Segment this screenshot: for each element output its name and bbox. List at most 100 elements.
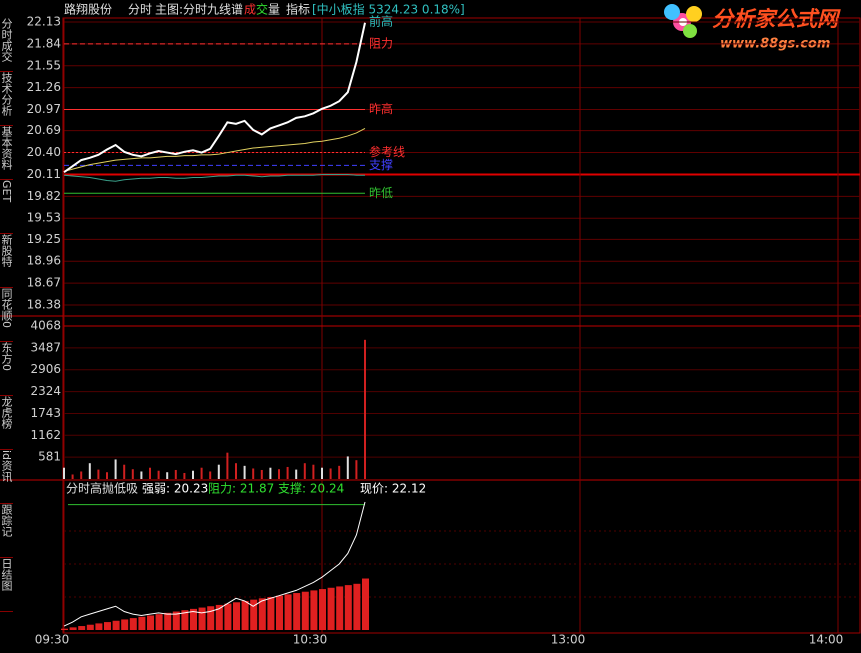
indicator-bar [250, 599, 258, 630]
volume-bar [321, 467, 323, 479]
indicator-bar [95, 623, 103, 630]
sidebar-tab[interactable]: 技术分析 [0, 72, 13, 126]
sidebar-tab[interactable]: GET [0, 180, 13, 234]
indicator-line [63, 501, 366, 627]
indicator-bar [181, 610, 189, 630]
volume-bar [123, 464, 126, 479]
indicator-bar [224, 603, 232, 630]
volume-bar [200, 467, 203, 479]
y-tick-label: 2906 [30, 362, 61, 376]
volume-bar [63, 467, 65, 479]
indicator-bar [353, 583, 361, 630]
volume-bar [312, 464, 315, 479]
indicator-bar [276, 595, 283, 630]
indicator-bar [104, 622, 111, 630]
readout: 支撑: 20.24 [278, 481, 344, 496]
volume-bar [346, 456, 349, 479]
readout: 强弱: 20.23 [142, 482, 208, 496]
indicator-bar [233, 602, 240, 630]
level-label: 前高 [369, 14, 393, 29]
indicator-bar [301, 591, 309, 630]
x-tick-label: 09:30 [35, 633, 70, 647]
sidebar-tab[interactable]: 新股特 [0, 234, 13, 288]
level-label: 支撑 [369, 157, 393, 172]
indicator-bar [190, 608, 197, 630]
volume-bar [329, 468, 332, 479]
volume-char: 量 [268, 3, 280, 17]
volume-bar [88, 463, 91, 479]
indicator-bar [138, 616, 146, 630]
y-tick-label: 20.97 [27, 102, 61, 116]
volume-bar [106, 472, 108, 479]
indicator-bar [284, 594, 292, 630]
indicator-bar [198, 607, 206, 630]
volume-bar [166, 472, 169, 479]
level-label: 参考线 [369, 144, 405, 159]
volume-bar [252, 468, 255, 479]
volume-bar [235, 463, 237, 479]
y-tick-label: 18.67 [27, 276, 61, 290]
stock-name: 路翔股份 [64, 2, 112, 17]
volume-bar [364, 339, 366, 479]
indicator-bar [207, 606, 215, 630]
sidebar-tab[interactable]: 日结图 [0, 558, 13, 612]
volume-bar [278, 469, 280, 479]
volume-char: 成 [244, 3, 256, 17]
volume-bar [260, 469, 263, 479]
volume-bar [355, 460, 358, 479]
sidebar-tab[interactable]: 跟踪记 [0, 504, 13, 558]
y-tick-label: 21.84 [27, 36, 61, 50]
y-tick-label: 18.38 [27, 298, 61, 312]
indicator-bar [112, 620, 120, 630]
x-tick-label: 10:30 [293, 633, 328, 647]
level-label: 阻力 [369, 36, 393, 50]
x-tick-label: 14:00 [809, 633, 844, 647]
sidebar-tab[interactable]: 分时成交 [0, 18, 13, 72]
indicator-bar [267, 597, 275, 630]
volume-bar [131, 469, 134, 479]
volume-bar [192, 470, 194, 479]
indicator-bar [336, 586, 344, 630]
y-tick-label: 1743 [30, 406, 61, 420]
sidebar-tab[interactable]: 东方0 [0, 342, 13, 396]
volume-bar [149, 467, 151, 479]
y-tick-label: 1162 [30, 428, 61, 442]
x-tick-label: 13:00 [551, 633, 586, 647]
indicator-bar [215, 604, 223, 630]
volume-bar [295, 469, 298, 479]
sidebar: 分时成交 技术分析 基本资料 GET 新股特 同花顺0 东方0 龙虎榜 id资讯 跟踪记 日结图 [0, 18, 13, 612]
volume-bar [269, 467, 272, 479]
y-tick-label: 581 [38, 450, 61, 464]
index-quote: [中小板指 5324.23 0.18%] [312, 2, 465, 17]
volume-bar [140, 471, 143, 479]
tab[interactable]: 主图:分时九线谱 [155, 3, 243, 17]
indicator-title: 分时高抛低吸 [66, 481, 138, 496]
price-line [63, 127, 366, 172]
sidebar-tab[interactable]: id资讯 [0, 450, 13, 504]
indicator-bar [69, 627, 77, 630]
price-line [63, 173, 365, 182]
readout: 阻力: 21.87 [208, 482, 274, 496]
tab[interactable]: 分时 [128, 3, 152, 17]
volume-bar [80, 471, 83, 479]
indicator-bar [155, 614, 163, 630]
y-tick-label: 19.25 [27, 232, 61, 246]
indicator-button[interactable]: 指标 [286, 2, 310, 17]
y-tick-label: 4068 [30, 319, 61, 333]
indicator-bar [164, 612, 172, 630]
indicator-bar [319, 589, 326, 630]
indicator-bar [78, 626, 86, 630]
sidebar-tab[interactable]: 龙虎榜 [0, 396, 13, 450]
level-label: 昨高 [369, 101, 393, 116]
indicator-bar [241, 600, 249, 630]
volume-bar [209, 471, 212, 479]
volume-bar [71, 474, 74, 479]
y-tick-label: 20.69 [27, 123, 61, 137]
sidebar-tab[interactable]: 基本资料 [0, 126, 13, 180]
indicator-bar [258, 598, 266, 630]
sidebar-tab[interactable]: 同花顺0 [0, 288, 13, 342]
indicator-bar [344, 585, 352, 630]
volume-bar [114, 459, 117, 479]
